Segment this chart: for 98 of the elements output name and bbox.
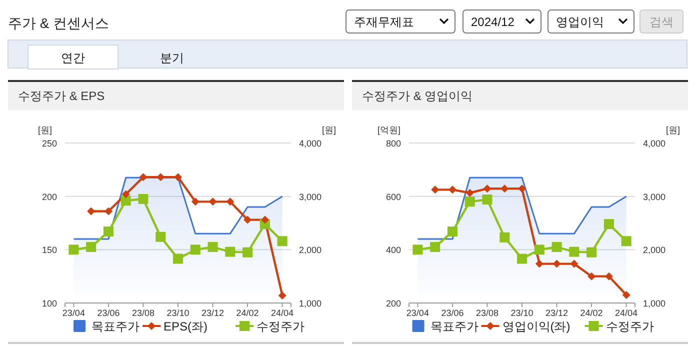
point xyxy=(277,236,288,246)
y2-tick-label: 4,000 xyxy=(299,138,322,148)
point xyxy=(190,244,200,255)
point xyxy=(534,244,544,255)
x-tick-label: 23/10 xyxy=(166,308,190,318)
y2-tick-label: 3,000 xyxy=(299,192,322,202)
legend-label: 수정주가 xyxy=(256,320,304,334)
legend-label: 영업이익(좌) xyxy=(502,320,570,334)
y-tick-label: 200 xyxy=(42,192,57,202)
point xyxy=(570,260,578,268)
y-tick-label: 600 xyxy=(386,192,401,202)
x-tick-label: 23/10 xyxy=(510,308,534,318)
point xyxy=(622,291,630,299)
point xyxy=(588,272,596,280)
chart-title: 수정주가 & EPS xyxy=(18,89,105,103)
x-tick-label: 23/04 xyxy=(406,308,429,318)
point xyxy=(604,272,613,280)
x-tick-label: 23/04 xyxy=(62,308,85,318)
point xyxy=(244,216,252,224)
point xyxy=(138,194,148,204)
point xyxy=(208,242,218,252)
point xyxy=(191,198,200,206)
point xyxy=(225,246,236,257)
point xyxy=(552,242,562,252)
text: 검색 xyxy=(650,15,674,29)
point xyxy=(569,246,580,257)
y2-axis-title: [원] xyxy=(666,125,680,135)
y-tick-label: 150 xyxy=(42,245,57,256)
point xyxy=(208,198,217,206)
y-axis-title: [억원] xyxy=(377,125,401,135)
legend-label: EPS(좌) xyxy=(164,320,208,334)
y-tick-label: 800 xyxy=(386,138,401,148)
x-tick-label: 24/02 xyxy=(580,308,603,318)
point xyxy=(431,186,440,194)
point xyxy=(535,260,544,268)
y2-tick-label: 1,000 xyxy=(299,298,322,308)
y-tick-label: 400 xyxy=(386,245,401,256)
point xyxy=(86,242,96,252)
text: 2024/12 xyxy=(471,15,515,29)
point xyxy=(120,196,131,206)
point xyxy=(430,242,440,252)
point xyxy=(466,188,474,197)
point xyxy=(500,232,510,242)
point xyxy=(518,184,526,193)
point xyxy=(103,226,114,237)
point xyxy=(226,198,234,206)
text: 주가 & 컨센서스 xyxy=(8,15,110,31)
text: 영업이익 xyxy=(556,15,604,29)
point xyxy=(278,292,286,300)
point xyxy=(483,184,492,193)
point xyxy=(482,194,492,205)
point xyxy=(517,254,527,264)
point xyxy=(174,173,182,182)
point xyxy=(412,244,423,255)
text: 주재무제표 xyxy=(354,15,414,29)
y2-axis-title: [원] xyxy=(322,125,336,135)
text: 연간 xyxy=(61,51,85,65)
y2-tick-label: 2,000 xyxy=(643,245,666,256)
point xyxy=(87,207,96,216)
point xyxy=(122,190,130,198)
legend-label: 수정주가 xyxy=(606,320,654,334)
point xyxy=(104,207,112,216)
text: 분기 xyxy=(160,51,184,65)
x-tick-label: 23/06 xyxy=(97,308,120,318)
x-tick-label: 24/04 xyxy=(615,308,638,318)
chart-title: 수정주가 & 영업이익 xyxy=(362,89,473,103)
x-tick-label: 23/08 xyxy=(132,308,154,318)
point xyxy=(447,226,458,237)
y2-tick-label: 3,000 xyxy=(643,192,666,202)
point xyxy=(156,232,166,242)
point xyxy=(260,216,269,224)
point xyxy=(139,173,148,182)
x-tick-label: 23/06 xyxy=(441,308,464,318)
x-tick-label: 23/12 xyxy=(202,308,224,318)
point xyxy=(500,184,509,193)
point xyxy=(621,236,632,246)
y-axis-title: [원] xyxy=(38,125,52,135)
y-tick-label: 250 xyxy=(42,138,57,148)
point xyxy=(552,260,561,268)
x-tick-label: 23/08 xyxy=(476,308,498,318)
point xyxy=(464,196,475,207)
point xyxy=(156,173,165,182)
y2-tick-label: 4,000 xyxy=(643,138,666,148)
x-tick-label: 23/12 xyxy=(546,308,568,318)
point xyxy=(586,247,597,258)
x-tick-label: 24/04 xyxy=(271,308,294,318)
y2-tick-label: 2,000 xyxy=(299,245,322,256)
y-tick-label: 200 xyxy=(386,298,401,308)
y2-tick-label: 1,000 xyxy=(643,298,666,308)
point xyxy=(173,254,183,264)
legend-label: 목표주가 xyxy=(92,320,140,334)
point xyxy=(242,247,253,258)
point xyxy=(448,186,456,194)
point xyxy=(604,219,614,230)
legend-label: 목표주가 xyxy=(430,320,478,334)
y-tick-label: 100 xyxy=(42,298,57,308)
x-tick-label: 24/02 xyxy=(236,308,259,318)
point xyxy=(68,244,79,255)
